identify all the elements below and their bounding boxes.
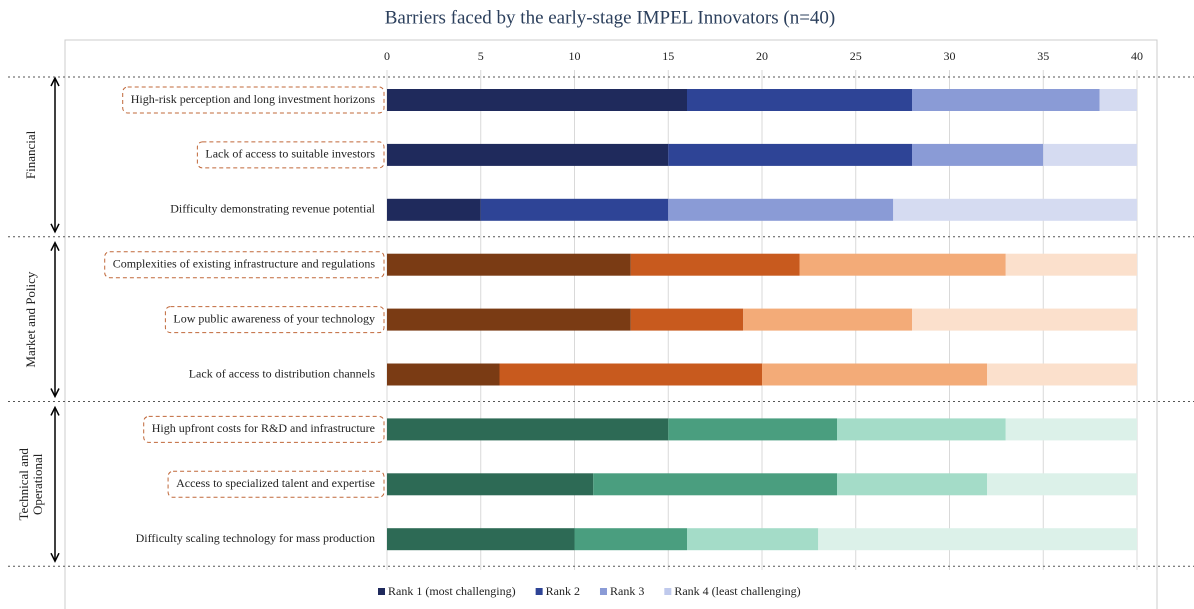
group-label: Market and Policy — [23, 271, 38, 368]
category-label: Difficulty demonstrating revenue potenti… — [170, 202, 375, 216]
legend-label: Rank 1 (most challenging) — [388, 584, 516, 598]
group-label: Technical andOperational — [16, 448, 45, 521]
bar-segment — [893, 198, 1137, 221]
category-label: Lack of access to distribution channels — [189, 366, 376, 380]
arrow-head — [50, 223, 60, 234]
arrow-head — [50, 552, 60, 563]
highlight-box — [143, 415, 385, 443]
bar-segment — [387, 198, 481, 221]
category-label: Access to specialized talent and experti… — [176, 476, 375, 490]
x-tick-label: 40 — [1131, 49, 1143, 63]
highlight-box — [104, 251, 385, 279]
x-tick-label: 35 — [1037, 49, 1049, 63]
bar-segment — [837, 418, 1006, 441]
group-label-line: Technical and — [16, 448, 31, 521]
highlight-box — [167, 470, 385, 498]
bar-segment — [630, 308, 744, 331]
bar-segment — [630, 253, 800, 276]
bar-segment — [574, 528, 687, 551]
x-tick-label: 15 — [662, 49, 674, 63]
bar-segment — [499, 363, 762, 386]
bar-segment — [387, 363, 500, 386]
bar-segment — [912, 143, 1044, 166]
category-label: Complexities of existing infrastructure … — [113, 256, 376, 270]
highlight-box — [196, 141, 385, 169]
bar-segment — [387, 418, 669, 441]
x-tick-label: 30 — [944, 49, 956, 63]
legend-label: Rank 4 (least challenging) — [674, 584, 800, 598]
bar-segment — [912, 308, 1137, 331]
bar-segment — [668, 198, 894, 221]
group-label-line: Market and Policy — [23, 271, 38, 368]
bar-segment — [837, 473, 987, 496]
x-tick-label: 20 — [756, 49, 768, 63]
bar-segment — [818, 528, 1137, 551]
bar-segment — [593, 473, 837, 496]
bar-segment — [668, 143, 912, 166]
category-label: Difficulty scaling technology for mass p… — [136, 531, 375, 545]
x-tick-label: 5 — [478, 49, 484, 63]
bar-segment — [743, 308, 912, 331]
chart-title: Barriers faced by the early-stage IMPEL … — [385, 7, 836, 28]
bar-segment — [987, 363, 1137, 386]
group-label: Financial — [23, 130, 38, 179]
bar-segment — [912, 89, 1100, 111]
bar-segment — [387, 253, 631, 276]
legend-swatch — [599, 588, 607, 595]
bar-segment — [1099, 89, 1137, 111]
bar-segment — [387, 89, 687, 111]
bar-segment — [387, 473, 594, 496]
highlight-box — [164, 306, 385, 334]
bar-segment — [987, 473, 1137, 496]
group-label-line: Financial — [23, 130, 38, 179]
highlight-box — [122, 86, 385, 114]
bar-segment — [687, 89, 912, 111]
group-label-line: Operational — [30, 453, 45, 515]
plot-frame — [64, 39, 1158, 609]
bar-segment — [668, 418, 837, 441]
category-label: High upfront costs for R&D and infrastru… — [152, 421, 375, 435]
legend-swatch — [535, 588, 543, 595]
arrow-head — [50, 388, 60, 399]
bar-segment — [762, 363, 987, 386]
legend-label: Rank 2 — [546, 584, 580, 598]
category-label: High-risk perception and long investment… — [131, 92, 376, 106]
bar-segment — [387, 528, 575, 551]
bar-segment — [387, 143, 669, 166]
x-tick-label: 10 — [569, 49, 581, 63]
x-tick-label: 25 — [850, 49, 862, 63]
x-tick-label: 0 — [384, 49, 390, 63]
category-label: Lack of access to suitable investors — [205, 147, 375, 161]
bar-segment — [1005, 418, 1137, 441]
bar-segment — [1043, 143, 1137, 166]
arrow-head — [50, 76, 60, 87]
arrow-head — [50, 405, 60, 416]
legend-swatch — [378, 588, 385, 595]
bar-segment — [1005, 253, 1137, 276]
bar-segment — [387, 308, 631, 331]
bar-segment — [480, 198, 669, 221]
bar-segment — [799, 253, 1006, 276]
legend-label: Rank 3 — [610, 584, 644, 598]
arrow-head — [50, 241, 60, 252]
category-label: Low public awareness of your technology — [173, 311, 375, 325]
bar-segment — [687, 528, 819, 551]
legend-swatch — [664, 588, 672, 595]
